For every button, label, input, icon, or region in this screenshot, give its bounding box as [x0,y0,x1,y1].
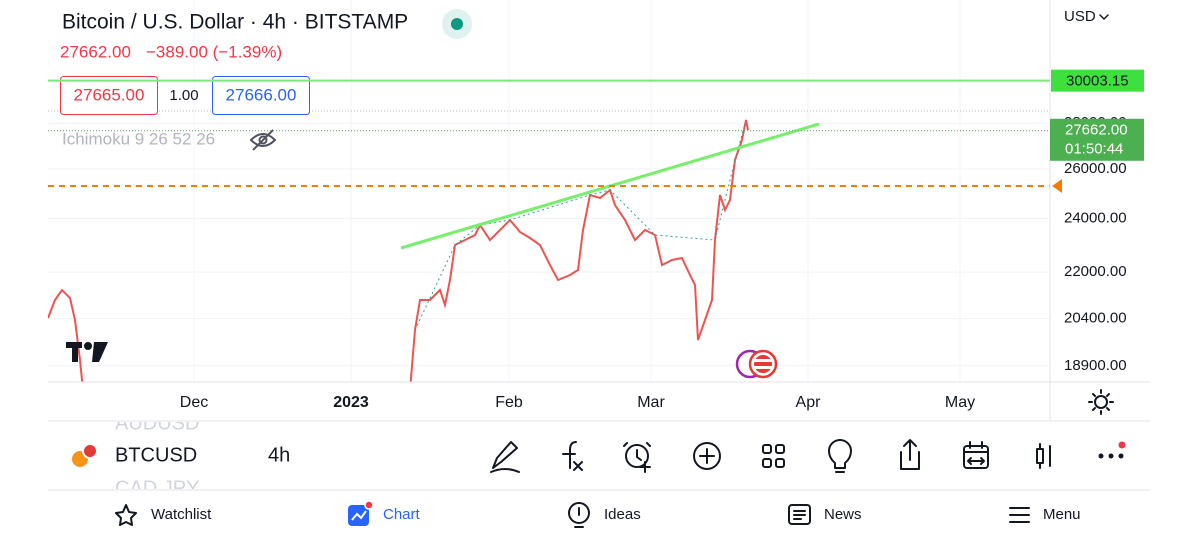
event-icons [735,349,778,379]
prev-symbol: AUDUSD [115,412,199,434]
menu-icon[interactable] [1009,507,1030,523]
nav-item[interactable]: Menu [1043,506,1081,523]
bottom-nav: Watchlist Chart Ideas News Menu [115,500,1081,528]
chart-area [48,0,1062,382]
news-icon[interactable] [788,504,811,525]
add-icon[interactable] [693,442,721,470]
buy-button[interactable] [212,76,310,115]
currency-button[interactable]: USD [1064,8,1096,25]
countdown: 01:50:44 [1065,141,1123,158]
x-tick-label: May [945,394,975,411]
x-tick-label: Feb [495,394,523,411]
indicator-icon[interactable] [562,441,583,471]
interval[interactable]: 4h [268,444,290,466]
x-tick-label: Mar [637,394,665,411]
nav-item[interactable]: Watchlist [151,506,212,523]
tv-logo [66,342,108,362]
chart-type-icon[interactable] [1036,443,1051,469]
next-symbol: CAD JPY [115,477,199,499]
indicator-label: Ichimoku 9 26 52 26 [62,129,215,148]
watchlist-icon[interactable] [115,504,137,526]
last-price-box [1050,118,1144,161]
toolbar: AUDUSD CAD JPY BTCUSD 4h [48,412,1150,499]
header: Bitcoin / U.S. Dollar · 4h · BITSTAMP 27… [60,9,472,151]
price-series [48,288,84,382]
draw-icon[interactable] [490,441,520,473]
alert-icon[interactable] [623,442,651,473]
symbol-title: Bitcoin / U.S. Dollar · 4h · BITSTAMP [62,11,408,34]
level-marker [1052,179,1062,193]
y-tick-label: 20400.00 [1064,310,1127,327]
ideas-icon[interactable] [828,439,852,473]
price-series [409,119,749,382]
sell-button[interactable] [60,76,158,115]
alert-label-box [1051,69,1144,92]
v-grid [193,0,961,382]
price-change: −389.00 (−1.39%) [146,42,282,61]
ask-price: 27666.00 [226,85,297,104]
x-tick-label: 2023 [333,394,369,411]
replay-icon[interactable] [963,441,989,469]
alert-label: 30003.15 [1066,73,1129,90]
last-price-label: 27662.00 [1065,122,1128,139]
price-series-up [414,119,747,331]
time-axis: Dec 2023 Feb Mar Apr May [180,394,975,411]
layout-icon[interactable] [762,444,785,468]
bid-price: 27665.00 [74,85,145,104]
share-icon[interactable] [900,439,920,470]
more-icon[interactable] [1098,441,1126,459]
last-price: 27662.00 [60,42,131,61]
nav-item[interactable]: Ideas [604,506,641,523]
h-grid [48,122,1050,367]
settings-button[interactable] [1088,389,1114,415]
nav-item[interactable]: Chart [383,506,421,523]
ideas-nav-icon[interactable] [568,502,590,528]
x-tick-label: Dec [180,394,208,411]
y-tick-label: 18900.00 [1064,357,1127,374]
y-tick-label: 22000.00 [1064,263,1127,280]
symbol[interactable]: BTCUSD [115,444,197,466]
x-tick-label: Apr [796,394,822,411]
y-tick-label: 26000.00 [1064,160,1127,177]
y-tick-label: 24000.00 [1064,209,1127,226]
hide-indicator-icon[interactable] [249,129,277,151]
nav-item[interactable]: News [824,506,862,523]
chevron-icon [1099,14,1109,20]
order-size[interactable]: 1.00 [169,87,198,104]
